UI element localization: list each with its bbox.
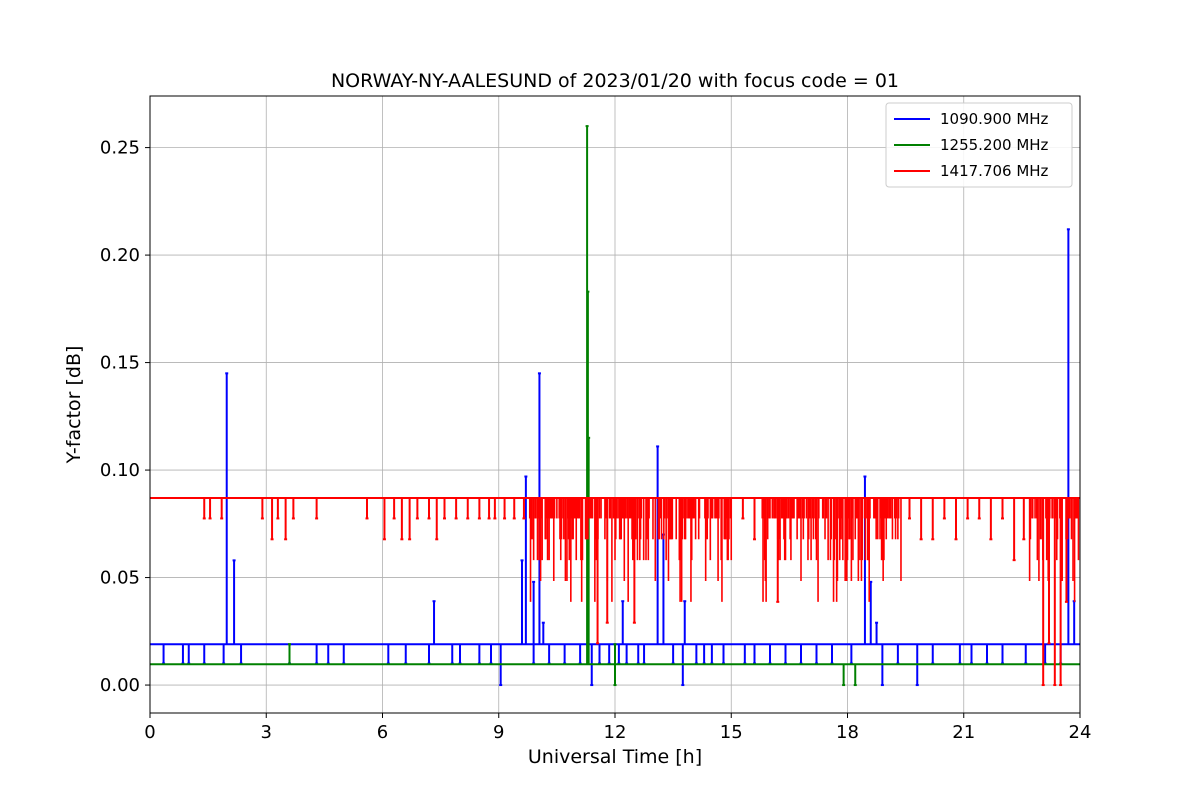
- legend-label: 1090.900 MHz: [940, 110, 1049, 128]
- x-tick-label: 21: [952, 722, 975, 743]
- chart-title: NORWAY-NY-AALESUND of 2023/01/20 with fo…: [331, 70, 899, 92]
- x-tick-label: 15: [720, 722, 743, 743]
- y-tick-label: 0.00: [100, 675, 140, 696]
- x-tick-label: 18: [836, 722, 859, 743]
- y-tick-label: 0.05: [100, 568, 140, 589]
- y-tick-label: 0.15: [100, 353, 140, 374]
- x-tick-label: 12: [604, 722, 627, 743]
- legend-box: [885, 102, 1073, 188]
- y-tick-label: 0.10: [100, 460, 140, 481]
- legend: 1090.900 MHz 1255.200 MHz 1417.706 MHz: [885, 102, 1073, 188]
- series-2: [150, 497, 1080, 687]
- x-tick-label: 9: [493, 722, 504, 743]
- series-1: [150, 125, 1080, 687]
- y-tick-label: 0.25: [100, 138, 140, 159]
- y-axis-label: Y-factor [dB]: [63, 346, 85, 465]
- y-tick-label: 0.20: [100, 245, 140, 266]
- axis-ticks: 0 3 6 9 12 15 18 21 24 0.00 0.05 0.10 0.15 0.20 0.25: [100, 138, 1092, 743]
- legend-label: 1417.706 MHz: [940, 162, 1049, 180]
- x-tick-label: 6: [377, 722, 388, 743]
- x-tick-label: 3: [261, 722, 272, 743]
- x-tick-label: 24: [1069, 722, 1092, 743]
- legend-label: 1255.200 MHz: [940, 136, 1049, 154]
- x-axis-label: Universal Time [h]: [528, 746, 702, 768]
- x-tick-label: 0: [144, 722, 155, 743]
- plot-area: [150, 125, 1080, 687]
